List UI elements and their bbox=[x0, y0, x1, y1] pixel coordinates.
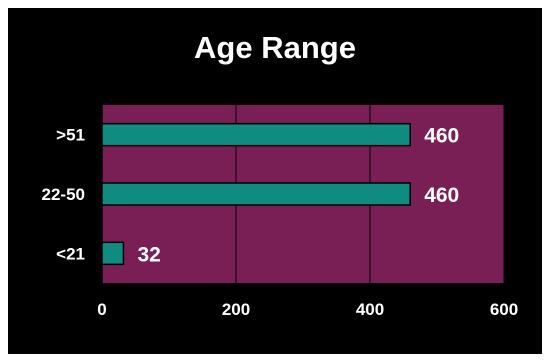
category-label: 22-50 bbox=[42, 185, 85, 204]
bar bbox=[101, 182, 411, 206]
x-tick-label: 0 bbox=[97, 300, 106, 319]
data-label: 32 bbox=[137, 243, 160, 266]
data-label: 460 bbox=[424, 184, 459, 207]
chart-title: Age Range bbox=[194, 30, 356, 65]
x-tick-label: 600 bbox=[490, 300, 518, 319]
bar bbox=[101, 122, 411, 147]
category-label: <21 bbox=[56, 244, 85, 263]
x-tick-label: 400 bbox=[356, 300, 384, 319]
bar bbox=[101, 241, 125, 266]
x-tick-label: 200 bbox=[222, 300, 250, 319]
category-label: >51 bbox=[56, 126, 85, 145]
data-label: 460 bbox=[424, 125, 459, 148]
